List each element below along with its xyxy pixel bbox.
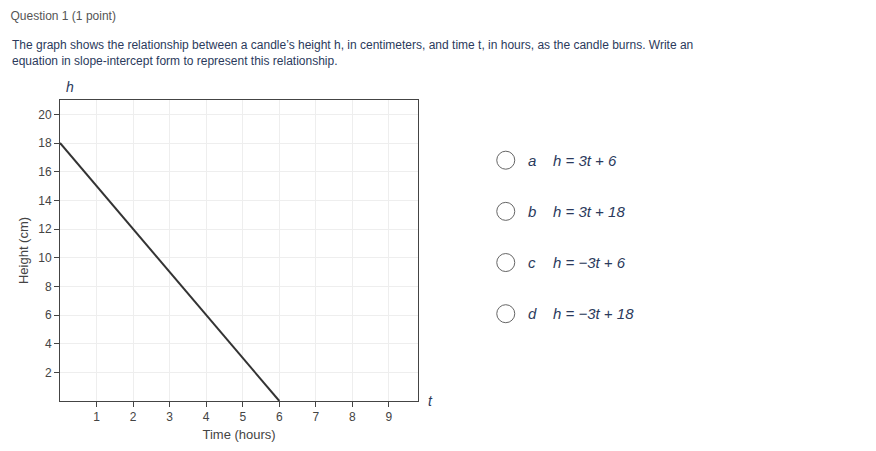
svg-text:t: t [428, 393, 433, 409]
svg-text:d: d [528, 305, 537, 322]
svg-text:Time (hours): Time (hours) [202, 427, 275, 442]
svg-text:16: 16 [38, 165, 52, 179]
svg-text:h: h [66, 79, 74, 95]
svg-text:4: 4 [45, 337, 52, 351]
svg-text:6: 6 [45, 308, 52, 322]
svg-text:8: 8 [45, 280, 52, 294]
svg-text:5: 5 [239, 410, 246, 424]
svg-text:Height (cm): Height (cm) [16, 217, 31, 284]
svg-text:The graph shows the relationsh: The graph shows the relationship between… [12, 38, 693, 68]
svg-text:b: b [528, 203, 536, 220]
svg-text:a: a [528, 152, 536, 169]
svg-text:12: 12 [38, 222, 52, 236]
svg-text:10: 10 [38, 251, 52, 265]
svg-text:14: 14 [38, 194, 52, 208]
svg-text:c: c [528, 254, 536, 271]
svg-text:9: 9 [386, 410, 393, 424]
svg-text:20: 20 [38, 108, 52, 122]
svg-text:h = 3t + 6: h = 3t + 6 [553, 152, 617, 169]
svg-text:2: 2 [45, 366, 52, 380]
svg-text:3: 3 [166, 410, 173, 424]
svg-text:18: 18 [38, 136, 52, 150]
svg-text:h = −3t + 6: h = −3t + 6 [553, 254, 626, 271]
svg-text:2: 2 [130, 410, 137, 424]
svg-text:7: 7 [313, 410, 320, 424]
svg-text:4: 4 [203, 410, 210, 424]
svg-text:h = 3t + 18: h = 3t + 18 [553, 203, 625, 220]
svg-text:1: 1 [93, 410, 100, 424]
svg-text:Question 1 (1 point): Question 1 (1 point) [11, 9, 116, 23]
svg-text:6: 6 [276, 410, 283, 424]
svg-text:8: 8 [349, 410, 356, 424]
svg-text:h = −3t + 18: h = −3t + 18 [553, 305, 634, 322]
